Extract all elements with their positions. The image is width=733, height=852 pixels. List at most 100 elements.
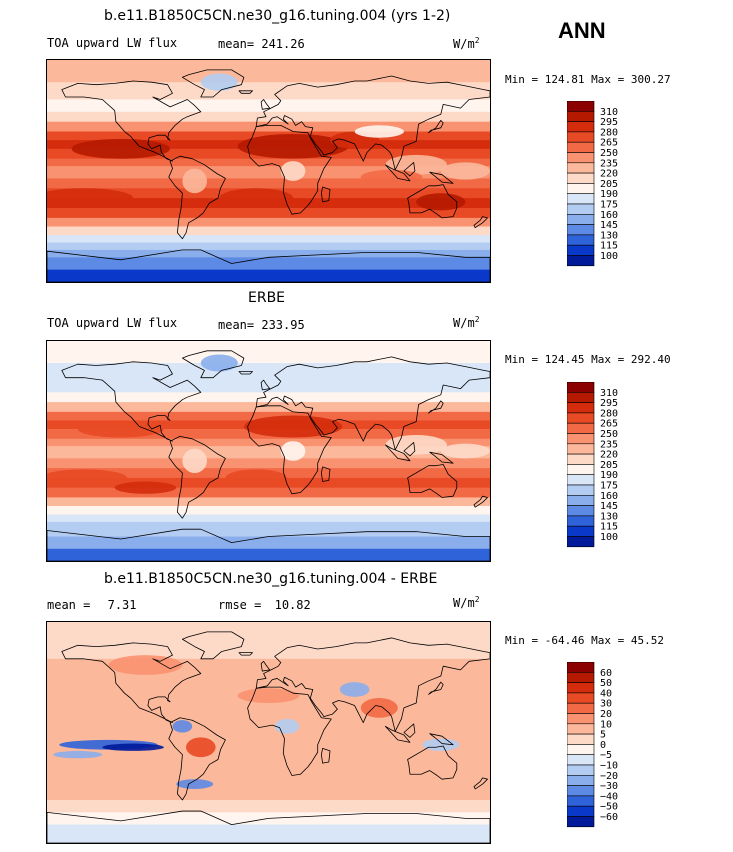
colorbar-tick-label: 250: [600, 148, 618, 159]
field-band: [47, 622, 490, 660]
colorbar-tick-label: 295: [600, 117, 618, 128]
colorbar-tick-label: 205: [600, 179, 618, 190]
colorbar-tick-label: 0: [600, 740, 606, 751]
field-feature: [108, 655, 183, 675]
colorbar-box: [567, 255, 595, 267]
colorbar-box: [567, 515, 595, 527]
colorbar-box: [567, 775, 595, 786]
colorbar-box: [567, 785, 595, 797]
panel3-rmse-label: rmse =: [218, 598, 262, 612]
colorbar-tick-label: −20: [600, 771, 618, 782]
colorbar-box: [567, 162, 595, 174]
colorbar-box: [567, 443, 595, 455]
panel1-min-label: Min =: [505, 73, 539, 86]
colorbar-tick-label: 115: [600, 241, 618, 252]
field-feature: [40, 469, 127, 487]
panel3-min-label: Min =: [505, 634, 539, 647]
colorbar-tick-label: 60: [600, 668, 612, 679]
colorbar-box: [567, 464, 595, 476]
field-band: [47, 242, 490, 251]
field-band: [47, 341, 490, 364]
colorbar-box: [567, 536, 595, 548]
colorbar-tick-label: 145: [600, 220, 618, 231]
colorbar-tick-label: −40: [600, 791, 618, 802]
field-band: [47, 521, 490, 530]
panel1-variable-label: TOA upward LW flux: [47, 36, 178, 50]
colorbar-box: [567, 505, 595, 517]
panel3-rmse: rmse = 10.82: [218, 598, 311, 612]
field-band: [47, 800, 490, 813]
field-band: [47, 732, 490, 770]
field-feature: [354, 125, 404, 138]
coastline: [428, 681, 444, 695]
field-feature: [182, 168, 207, 194]
colorbar-tick-label: 220: [600, 450, 618, 461]
field-feature: [237, 688, 300, 704]
colorbar-tick-label: 205: [600, 460, 618, 471]
panel1-colorbar: 310 295 280 265 250 235 220 205 190 175 160 145 130 1…: [567, 101, 647, 277]
coastline: [428, 400, 444, 414]
panel3-mean: mean = 7.31: [47, 598, 137, 612]
field-feature: [53, 750, 103, 759]
colorbar-box: [567, 172, 595, 184]
colorbar-box: [567, 234, 595, 246]
field-band: [47, 392, 490, 403]
colorbar-tick-label: 295: [600, 398, 618, 409]
field-feature: [102, 743, 164, 751]
colorbar-box: [567, 662, 595, 673]
coastline: [403, 723, 416, 738]
colorbar-tick-label: 235: [600, 158, 618, 169]
field-band: [47, 178, 490, 189]
colorbar-box: [567, 495, 595, 506]
field-band: [47, 111, 490, 123]
coastline: [182, 350, 245, 379]
colorbar-box: [567, 422, 595, 434]
colorbar-box: [567, 111, 595, 122]
panel2-mean: mean= 233.95: [218, 318, 305, 332]
coastline: [321, 466, 331, 482]
panel1-mean-label: mean=: [218, 37, 255, 51]
colorbar-box: [567, 805, 595, 817]
field-band: [47, 226, 490, 236]
colorbar-tick-label: 175: [600, 481, 618, 492]
panel1-units-text: W/m: [453, 37, 475, 51]
field-band: [47, 497, 490, 507]
field-feature: [385, 435, 448, 455]
coastline: [403, 442, 416, 457]
coastline: [385, 444, 411, 462]
coastline: [403, 162, 416, 177]
field-feature: [77, 420, 164, 438]
colorbar-box: [567, 224, 595, 236]
colorbar-tick-label: 190: [600, 470, 618, 481]
colorbar-tick-label: 160: [600, 491, 618, 502]
panel2-mean-value: 233.95: [261, 318, 305, 332]
coastline: [61, 642, 202, 724]
colorbar-tick-label: −30: [600, 781, 618, 792]
field-band: [47, 529, 490, 538]
coastline: [407, 184, 458, 219]
field-band: [47, 824, 490, 844]
panel1-mean-value: 241.26: [261, 37, 305, 51]
colorbar-box: [567, 131, 595, 143]
field-band: [47, 158, 490, 167]
panel2-units-sup: 2: [474, 315, 480, 324]
panel1-max-label: Max =: [591, 73, 625, 86]
field-feature: [182, 448, 207, 473]
colorbar-tick-label: 130: [600, 511, 618, 522]
field-band: [47, 249, 490, 258]
panel2-units: W/m2: [453, 315, 480, 330]
field-feature: [280, 161, 306, 181]
colorbar-tick-label: −50: [600, 802, 618, 813]
colorbar-tick-label: 235: [600, 439, 618, 450]
field-feature: [219, 188, 294, 209]
field-feature: [200, 73, 238, 91]
panel3-units-text: W/m: [453, 596, 475, 610]
coastline: [238, 652, 253, 656]
panel3-max-value: 45.52: [630, 634, 664, 647]
field-feature: [172, 720, 193, 733]
colorbar-tick-label: 160: [600, 210, 618, 221]
panel1-title: b.e11.B1850C5CN.ne30_g16.tuning.004 (yrs…: [104, 8, 451, 24]
panel1-units-sup: 2: [474, 36, 480, 45]
panel3-units: W/m2: [453, 595, 480, 610]
